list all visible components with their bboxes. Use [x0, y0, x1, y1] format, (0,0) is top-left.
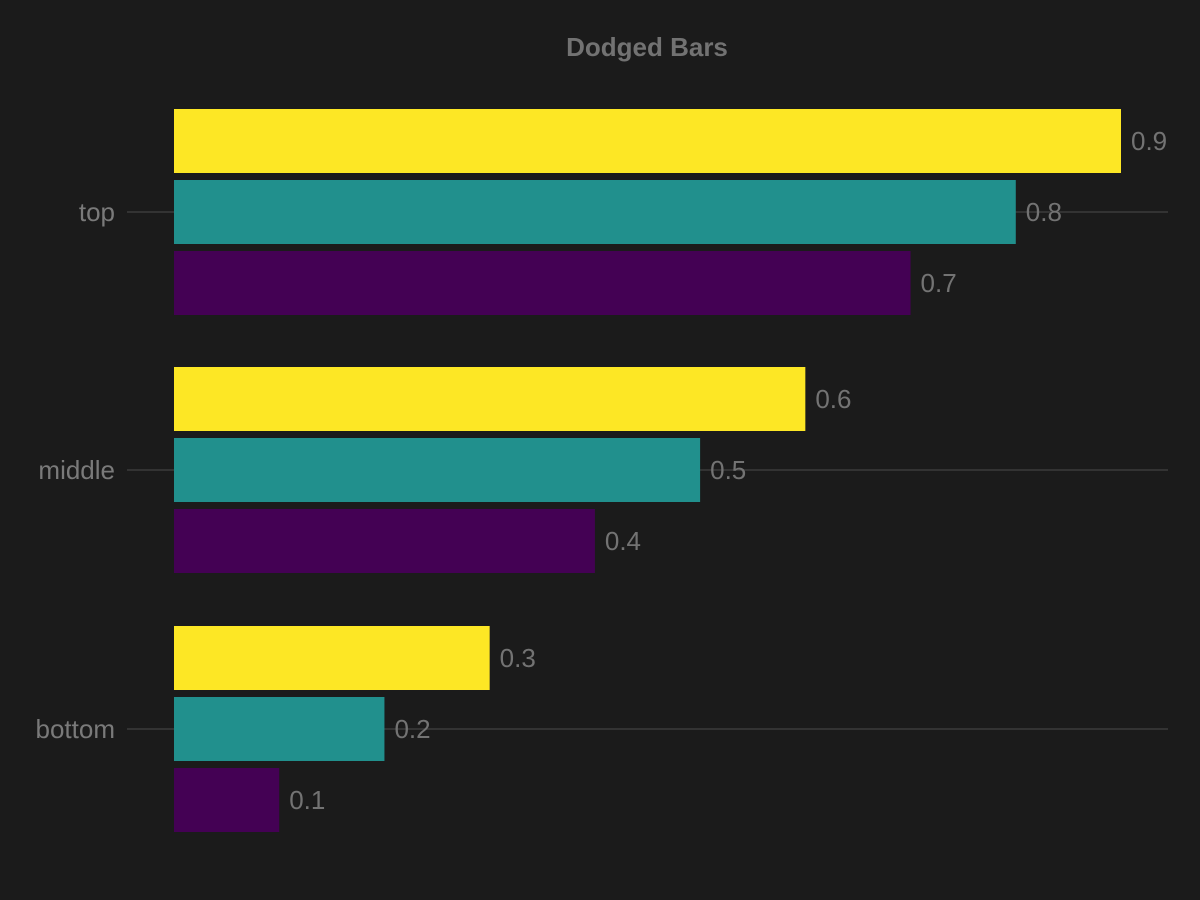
- bar-top-series-1: [174, 251, 911, 315]
- category-label-middle: middle: [38, 455, 115, 485]
- bar-middle-series-1: [174, 509, 595, 573]
- data-label-middle-series-1: 0.4: [605, 526, 641, 556]
- category-label-bottom: bottom: [36, 714, 116, 744]
- data-label-bottom-series-2: 0.2: [394, 714, 430, 744]
- data-label-bottom-series-3: 0.3: [500, 643, 536, 673]
- bar-middle-series-2: [174, 438, 701, 502]
- bar-bottom-series-1: [174, 768, 280, 832]
- data-label-middle-series-3: 0.6: [815, 384, 851, 414]
- data-label-bottom-series-1: 0.1: [289, 785, 325, 815]
- bar-bottom-series-3: [174, 626, 490, 690]
- bar-top-series-3: [174, 109, 1121, 173]
- chart-title: Dodged Bars: [566, 32, 728, 62]
- bar-bottom-series-2: [174, 697, 385, 761]
- data-label-top-series-1: 0.7: [921, 268, 957, 298]
- data-label-top-series-2: 0.8: [1026, 197, 1062, 227]
- bar-middle-series-3: [174, 367, 806, 431]
- category-label-top: top: [79, 197, 115, 227]
- data-label-top-series-3: 0.9: [1131, 126, 1167, 156]
- data-label-middle-series-2: 0.5: [710, 455, 746, 485]
- bar-top-series-2: [174, 180, 1016, 244]
